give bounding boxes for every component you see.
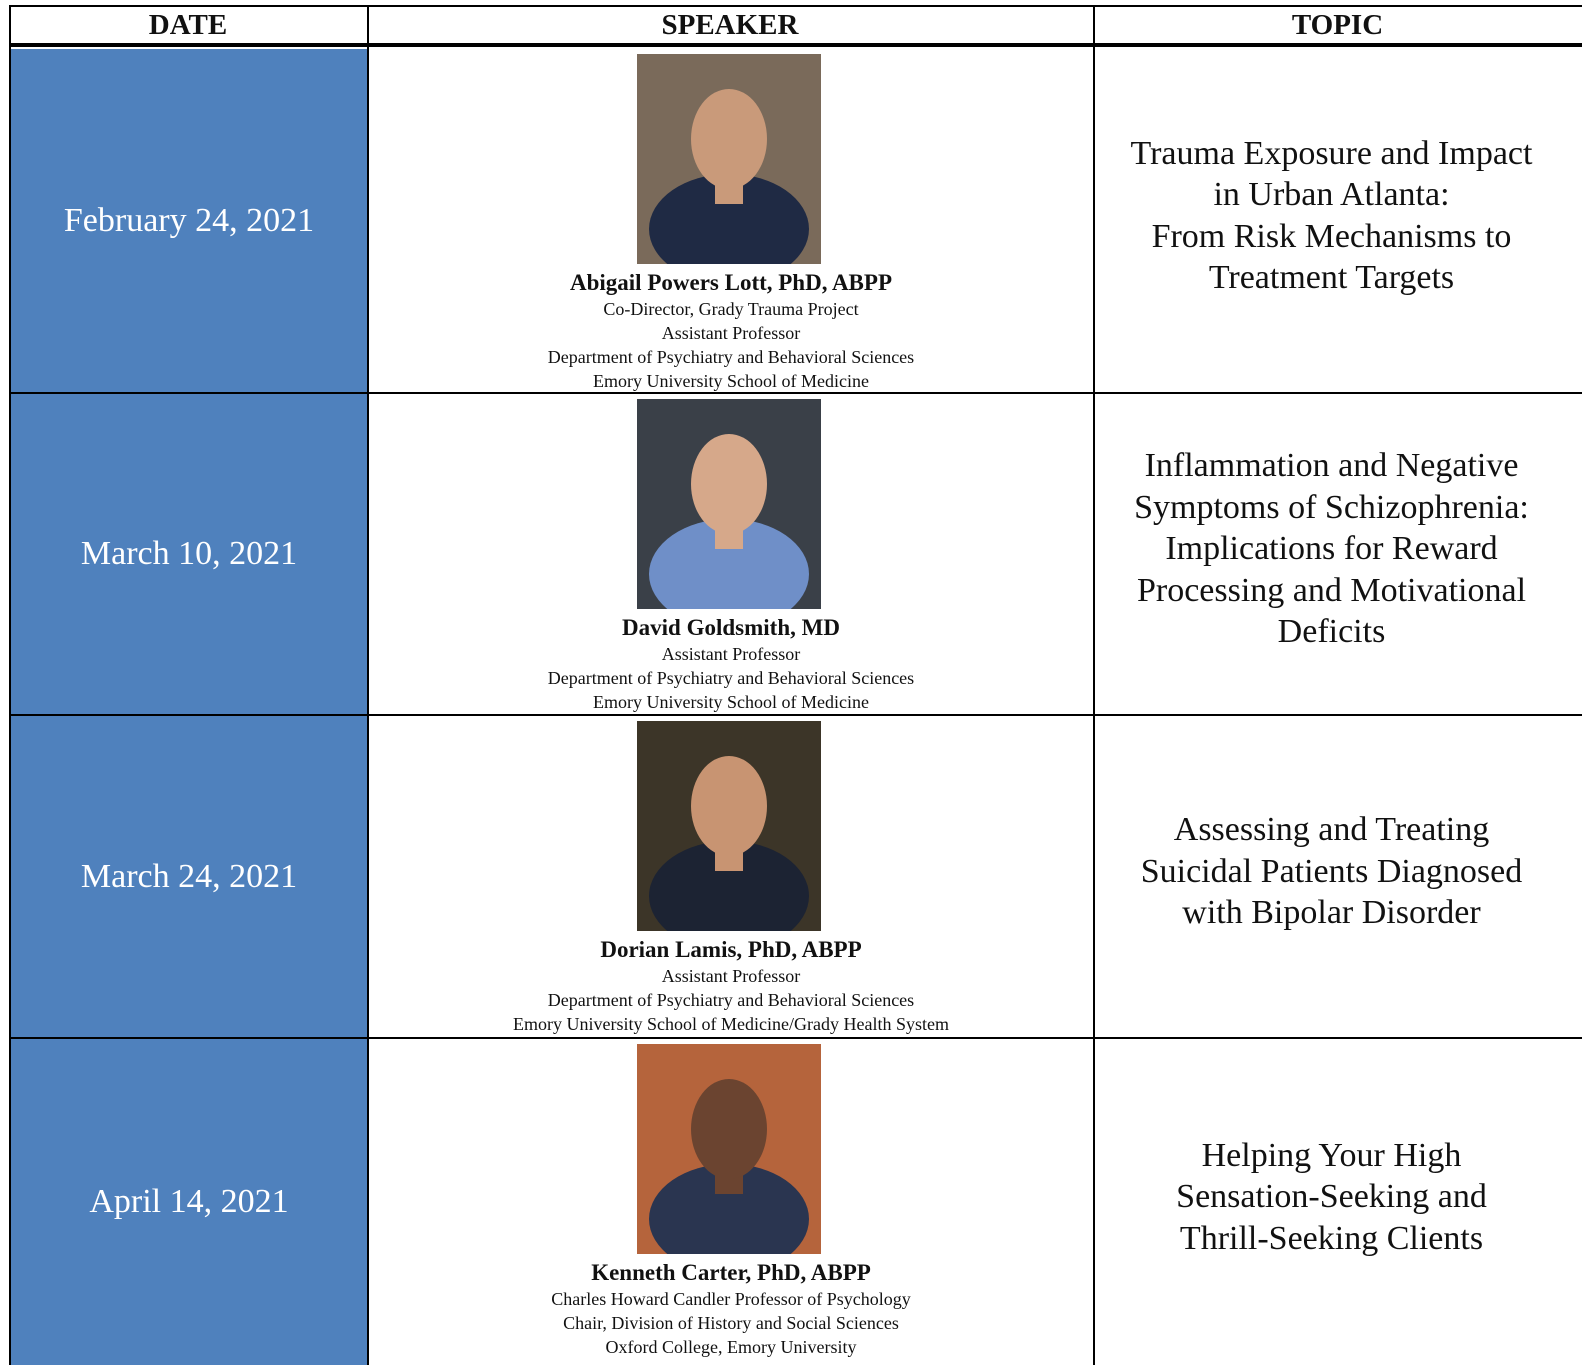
date-cell: March 10, 2021 (11, 394, 367, 714)
photo-image (637, 721, 821, 931)
row-border (9, 714, 1582, 716)
topic-cell: Assessing and Treating Suicidal Patients … (1095, 716, 1568, 1027)
speaker-detail: Department of Psychiatry and Behavioral … (547, 990, 915, 1010)
speaker-detail: Oxford College, Emory University (605, 1337, 857, 1357)
speaker-photo (637, 399, 821, 609)
speaker-detail: Emory University School of Medicine (593, 692, 869, 712)
topic-line: Suicidal Patients Diagnosed (1140, 852, 1523, 890)
speaker-detail: Emory University School of Medicine/Grad… (513, 1014, 949, 1034)
speaker-cell: David Goldsmith, MD Assistant Professor De… (369, 394, 1093, 714)
column-header: SPEAKER (367, 5, 1093, 47)
photo-image (637, 399, 821, 609)
topic-cell: Trauma Exposure and Impact in Urban Atlan… (1095, 49, 1568, 382)
row-border (9, 1037, 1582, 1039)
column-border (1093, 5, 1095, 1365)
speaker-name: David Goldsmith, MD (622, 615, 840, 640)
date-cell: April 14, 2021 (11, 1039, 367, 1365)
topic-line: Trauma Exposure and Impact (1130, 134, 1533, 172)
speaker-detail: Charles Howard Candler Professor of Psyc… (551, 1289, 911, 1309)
top-border (9, 5, 1582, 7)
speaker-detail: Department of Psychiatry and Behavioral … (547, 347, 915, 367)
column-header: DATE (9, 5, 367, 47)
column-header: TOPIC (1093, 5, 1582, 47)
speaker-photo (637, 721, 821, 931)
row-border (9, 392, 1582, 394)
speaker-detail: Chair, Division of History and Social Sc… (563, 1313, 899, 1333)
topic-line: Helping Your High (1201, 1136, 1462, 1174)
speaker-cell: Kenneth Carter, PhD, ABPP Charles Howard … (369, 1039, 1093, 1365)
topic-cell: Inflammation and Negative Symptoms of Sch… (1095, 394, 1568, 704)
topic-cell: Helping Your High Sensation-Seeking and Th… (1095, 1039, 1568, 1355)
column-border (367, 5, 369, 1365)
speaker-photo (637, 1044, 821, 1254)
topic-line: Assessing and Treating (1173, 811, 1490, 849)
speaker-detail: Emory University School of Medicine (593, 371, 869, 391)
speaker-cell: Dorian Lamis, PhD, ABPP Assistant Profess… (369, 716, 1093, 1037)
speaker-name: Dorian Lamis, PhD, ABPP (600, 937, 862, 962)
column-border (9, 5, 11, 1365)
speaker-cell: Abigail Powers Lott, PhD, ABPP Co-Directo… (369, 49, 1093, 392)
photo-image (637, 1044, 821, 1254)
speaker-detail: Department of Psychiatry and Behavioral … (547, 668, 915, 688)
topic-line: in Urban Atlanta: (1213, 176, 1450, 213)
topic-line: with Bipolar Disorder (1182, 894, 1481, 932)
speaker-detail: Assistant Professor (661, 966, 801, 986)
topic-line: Processing and Motivational (1136, 571, 1527, 609)
speaker-name: Kenneth Carter, PhD, ABPP (591, 1260, 871, 1285)
topic-line: Inflammation and Negative (1144, 447, 1519, 485)
topic-line: Sensation-Seeking and (1176, 1178, 1487, 1216)
photo-image (637, 54, 821, 264)
topic-line: From Risk Mechanisms to (1151, 217, 1512, 255)
speaker-name: Abigail Powers Lott, PhD, ABPP (570, 270, 892, 295)
date-cell: March 24, 2021 (11, 716, 367, 1037)
topic-line: Symptoms of Schizophrenia: (1134, 488, 1529, 526)
speaker-detail: Assistant Professor (661, 323, 801, 343)
date-cell: February 24, 2021 (11, 49, 367, 392)
speaker-detail: Co-Director, Grady Trauma Project (603, 299, 859, 319)
topic-line: Deficits (1277, 613, 1386, 651)
topic-line: Treatment Targets (1208, 259, 1455, 296)
topic-line: Implications for Reward (1165, 530, 1498, 568)
topic-line: Thrill-Seeking Clients (1179, 1219, 1484, 1257)
speaker-photo (637, 54, 821, 264)
speaker-detail: Assistant Professor (661, 644, 801, 664)
